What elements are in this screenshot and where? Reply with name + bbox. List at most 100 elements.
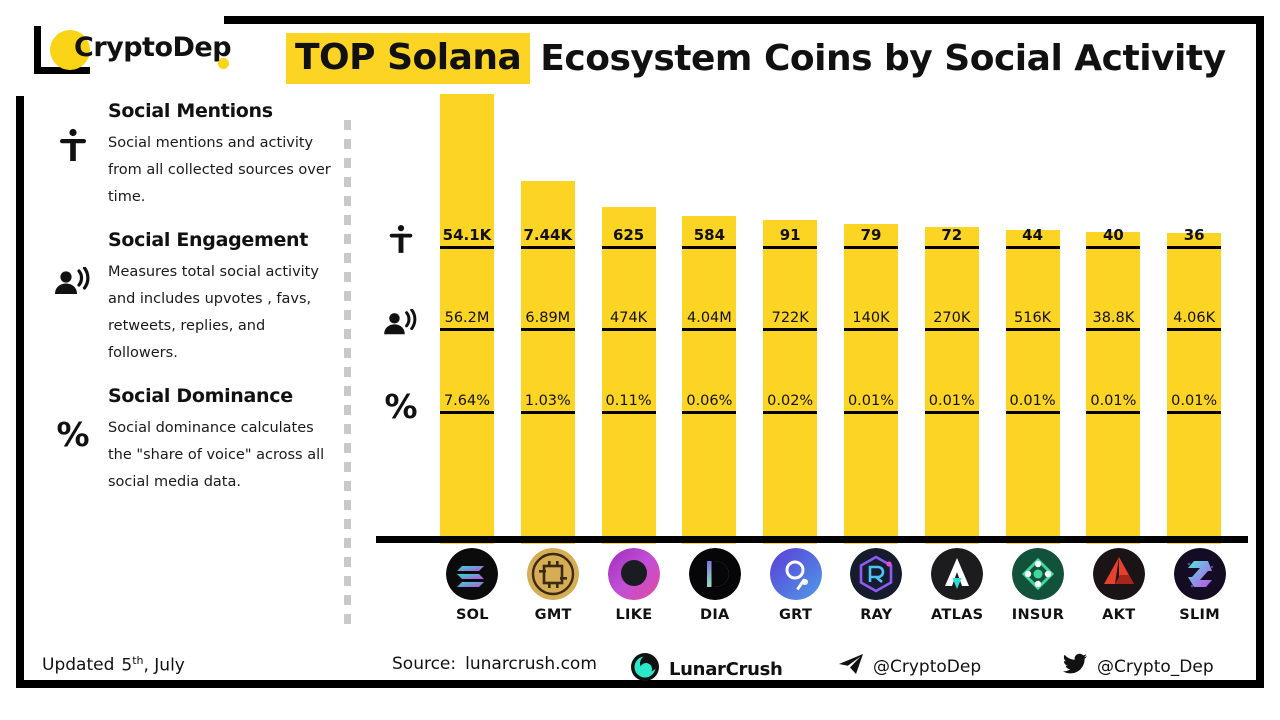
twitter-handle-text: @Crypto_Dep bbox=[1097, 656, 1214, 677]
title-rest: Ecosystem Coins by Social Activity bbox=[540, 38, 1226, 79]
bar-column-gmt: 7.44K 6.89M 1.03% bbox=[513, 84, 594, 544]
bar-value-sol-row2: 56.2M bbox=[440, 310, 494, 331]
coin-label: AKT bbox=[1102, 607, 1136, 623]
coin-label: RAY bbox=[860, 607, 893, 623]
chart-baseline-axis bbox=[376, 536, 1248, 543]
coin-label: ATLAS bbox=[930, 607, 984, 623]
bar-value-insur-row2: 516K bbox=[1005, 310, 1060, 331]
logo-circle-icon bbox=[50, 30, 90, 70]
lunarcrush-brand: LunarCrush bbox=[630, 652, 783, 687]
bar-value-insur-row1: 44 bbox=[1005, 226, 1060, 249]
logo-bracket-icon bbox=[34, 26, 90, 74]
bar-value-dia-row3: 0.06% bbox=[682, 393, 737, 414]
person-broadcast-icon bbox=[50, 259, 96, 305]
coin-ray: RAY bbox=[836, 548, 917, 623]
vertical-dashed-divider bbox=[344, 120, 351, 632]
updated-day: 5th, July bbox=[121, 654, 185, 676]
logo-period-icon bbox=[218, 58, 229, 69]
legend-title: Social Dominance bbox=[108, 385, 293, 407]
coin-label: SOL bbox=[455, 607, 489, 623]
bar bbox=[763, 220, 818, 544]
logo-text: CryptoDep bbox=[74, 32, 232, 63]
bar-value-like-row1: 625 bbox=[601, 226, 656, 249]
bar-column-ray: 79 140K 0.01% bbox=[836, 84, 917, 544]
atlas-coin-icon bbox=[931, 548, 984, 600]
bar-column-akt: 40 38.8K 0.01% bbox=[1078, 84, 1159, 544]
legend-item-social-mentions: Social Mentions Social mentions and acti… bbox=[42, 100, 332, 211]
legend-title: Social Mentions bbox=[108, 100, 273, 122]
bar-value-ray-row2: 140K bbox=[844, 310, 898, 331]
coin-sol: SOL bbox=[432, 548, 513, 623]
frame-border-top bbox=[224, 16, 1264, 24]
bar-columns: 54.1K 56.2M 7.64% 7.44K 6.89M 1.03% 625 474K 0.1… bbox=[432, 84, 1240, 544]
ray-coin-icon bbox=[850, 548, 903, 600]
bar-value-gmt-row3: 1.03% bbox=[520, 393, 575, 414]
bar-value-akt-row3: 0.01% bbox=[1086, 393, 1141, 414]
coin-label: GMT bbox=[534, 607, 572, 623]
footer: Updated 5th, July Source: lunarcrush.com… bbox=[0, 648, 1280, 688]
bar bbox=[520, 181, 575, 544]
bar-value-ray-row3: 0.01% bbox=[844, 393, 898, 414]
like-coin-icon bbox=[607, 548, 660, 600]
updated-date: Updated 5th, July bbox=[42, 654, 185, 676]
bar bbox=[1005, 230, 1060, 544]
legend-title: Social Engagement bbox=[108, 229, 309, 251]
coin-axis-labels: SOL GMT LIKE DIA GRT RAY ATLAS INSUR AKT SLIM bbox=[432, 548, 1240, 636]
percent-icon: % bbox=[50, 411, 96, 457]
slim-coin-icon bbox=[1173, 548, 1226, 600]
bar-value-gmt-row2: 6.89M bbox=[520, 310, 575, 331]
title-highlight: TOP Solana bbox=[286, 33, 531, 84]
frame-border-right bbox=[1256, 16, 1264, 688]
coin-label: LIKE bbox=[615, 607, 653, 623]
row-icon-social-dominance: % bbox=[376, 384, 426, 428]
bar-value-like-row3: 0.11% bbox=[601, 393, 656, 414]
bar bbox=[682, 216, 737, 544]
coin-insur: INSUR bbox=[998, 548, 1079, 623]
legend-body: Social mentions and activity from all co… bbox=[108, 135, 331, 205]
dia-coin-icon bbox=[688, 548, 741, 600]
updated-label: Updated bbox=[42, 654, 115, 675]
bar-value-gmt-row1: 7.44K bbox=[520, 226, 575, 249]
twitter-handle[interactable]: @Crypto_Dep bbox=[1062, 653, 1214, 680]
bar-value-akt-row2: 38.8K bbox=[1086, 310, 1141, 331]
bar-value-slim-row1: 36 bbox=[1167, 226, 1222, 249]
bar bbox=[1167, 233, 1222, 544]
bar-column-sol: 54.1K 56.2M 7.64% bbox=[432, 84, 513, 544]
bar bbox=[601, 207, 656, 544]
percent-glyph: % bbox=[56, 414, 90, 454]
telegram-handle-text: @CryptoDep bbox=[873, 656, 982, 677]
percent-glyph: % bbox=[384, 386, 418, 426]
bar-value-atlas-row3: 0.01% bbox=[924, 393, 979, 414]
page-title: TOP Solana Ecosystem Coins by Social Act… bbox=[286, 33, 1226, 84]
source-value[interactable]: lunarcrush.com bbox=[465, 654, 597, 674]
legend-panel: Social Mentions Social mentions and acti… bbox=[42, 100, 332, 514]
lunarcrush-name: LunarCrush bbox=[669, 659, 783, 680]
bar-value-atlas-row1: 72 bbox=[924, 226, 979, 249]
coin-grt: GRT bbox=[755, 548, 836, 623]
grt-coin-icon bbox=[769, 548, 822, 600]
legend-item-social-dominance: % Social Dominance Social dominance calc… bbox=[42, 385, 332, 496]
bar-column-grt: 91 722K 0.02% bbox=[755, 84, 836, 544]
bar-value-dia-row2: 4.04M bbox=[682, 310, 737, 331]
twitter-icon bbox=[1062, 653, 1088, 680]
coin-label: GRT bbox=[778, 607, 813, 623]
coin-atlas: ATLAS bbox=[917, 548, 998, 623]
gmt-coin-icon bbox=[527, 548, 580, 600]
sol-coin-icon bbox=[446, 548, 499, 600]
akt-coin-icon bbox=[1092, 548, 1145, 600]
coin-label: SLIM bbox=[1179, 607, 1220, 623]
bar-value-slim-row3: 0.01% bbox=[1167, 393, 1222, 414]
telegram-handle[interactable]: @CryptoDep bbox=[838, 653, 981, 680]
bar-value-dia-row1: 584 bbox=[682, 226, 737, 249]
frame-border-left bbox=[16, 96, 24, 688]
bar-value-grt-row1: 91 bbox=[763, 226, 818, 249]
bar-value-atlas-row2: 270K bbox=[924, 310, 979, 331]
telegram-icon bbox=[838, 653, 864, 680]
bar-column-atlas: 72 270K 0.01% bbox=[917, 84, 998, 544]
bar bbox=[1086, 232, 1141, 544]
row-icon-social-engagement bbox=[376, 301, 426, 345]
legend-body: Measures total social activity and inclu… bbox=[108, 264, 319, 361]
coin-gmt: GMT bbox=[513, 548, 594, 623]
bar-column-insur: 44 516K 0.01% bbox=[998, 84, 1079, 544]
